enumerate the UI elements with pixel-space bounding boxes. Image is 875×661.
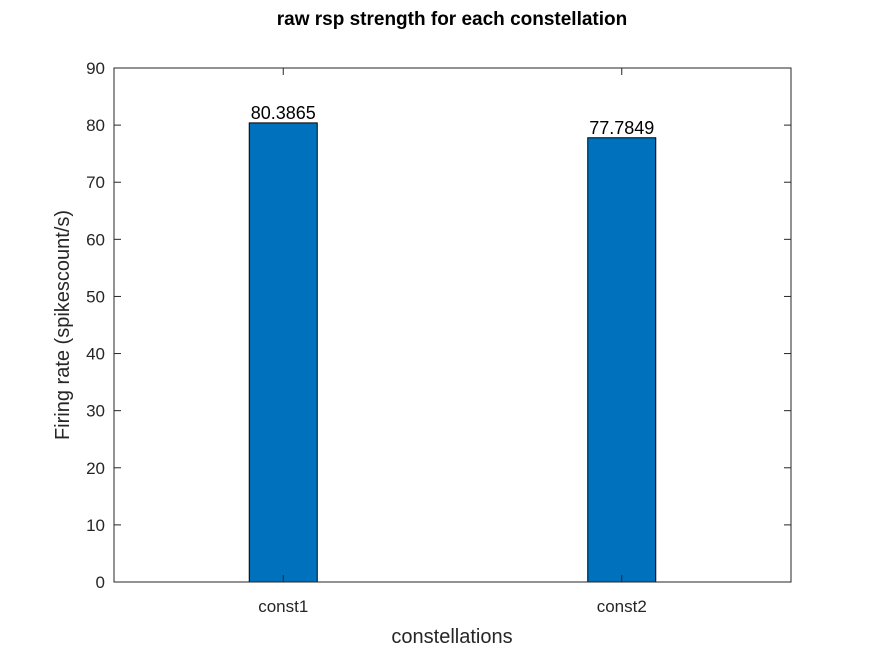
x-tick-label-const2: const2 [597, 597, 647, 616]
plot-frame [113, 67, 792, 583]
y-axis: 0 10 20 30 40 50 60 70 80 90 [86, 59, 791, 592]
x-axis-label: constellations [391, 626, 512, 648]
chart-title: raw rsp strength for each constellation [277, 9, 628, 30]
y-tick-label: 0 [96, 573, 105, 592]
y-tick-label: 50 [86, 287, 105, 306]
y-tick-label: 60 [86, 230, 105, 249]
bar-const2 [587, 137, 657, 583]
y-tick-label: 30 [86, 402, 105, 421]
plot-area [114, 68, 791, 582]
data-label-const2: 77.7849 [589, 118, 654, 138]
y-tick-label: 20 [86, 459, 105, 478]
y-tick-label: 70 [86, 173, 105, 192]
bar-const1 [248, 122, 318, 583]
bars-layer [248, 122, 657, 583]
x-axis: const1 const2 [258, 68, 647, 616]
y-tick-label: 10 [86, 516, 105, 535]
data-labels-layer: 80.3865 77.7849 [251, 103, 655, 138]
y-tick-label: 90 [86, 59, 105, 78]
y-axis-label: Firing rate (spikescount/s) [52, 210, 74, 440]
y-tick-label: 40 [86, 345, 105, 364]
x-tick-label-const1: const1 [258, 597, 308, 616]
y-tick-label: 80 [86, 116, 105, 135]
data-label-const1: 80.3865 [251, 103, 316, 123]
